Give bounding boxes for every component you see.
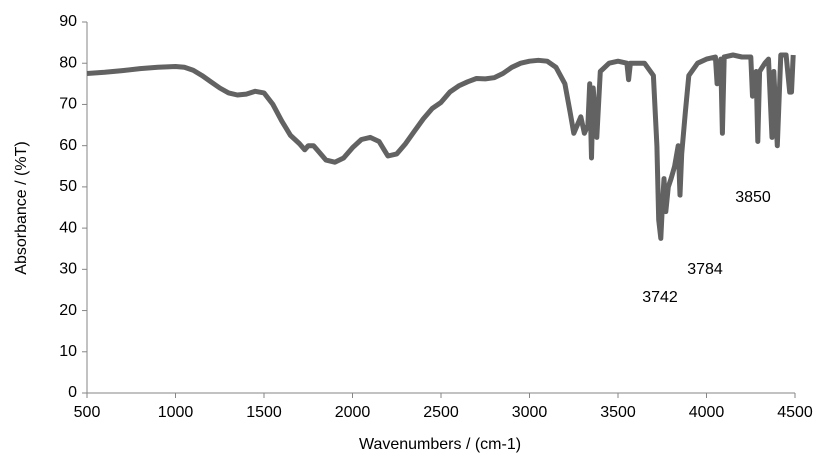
y-tick-label: 70 <box>59 96 77 113</box>
x-tick-label: 500 <box>74 404 101 421</box>
y-tick-label: 10 <box>59 343 77 360</box>
y-tick-label: 80 <box>59 54 77 71</box>
x-tick-label: 3000 <box>512 404 548 421</box>
y-tick-label: 60 <box>59 137 77 154</box>
annotation: 3742 <box>642 289 678 306</box>
y-tick-label: 40 <box>59 219 77 236</box>
x-tick-label: 2000 <box>335 404 371 421</box>
y-tick-label: 50 <box>59 178 77 195</box>
x-tick-label: 1500 <box>246 404 282 421</box>
x-tick-label: 1000 <box>158 404 194 421</box>
x-tick-label: 2500 <box>423 404 459 421</box>
annotation: 3850 <box>735 189 771 206</box>
x-axis-label: Wavenumbers / (cm-1) <box>359 436 521 453</box>
annotation: 3784 <box>687 261 723 278</box>
y-tick-label: 30 <box>59 261 77 278</box>
spectrum-line <box>86 52 796 241</box>
y-axis-label: Absorbance / (%T) <box>13 141 30 274</box>
x-tick-label: 4500 <box>777 404 813 421</box>
y-tick-label: 90 <box>59 13 77 30</box>
y-tick-label: 0 <box>68 384 77 401</box>
x-tick-label: 4000 <box>689 404 725 421</box>
x-tick-label: 3500 <box>600 404 636 421</box>
y-tick-label: 20 <box>59 302 77 319</box>
